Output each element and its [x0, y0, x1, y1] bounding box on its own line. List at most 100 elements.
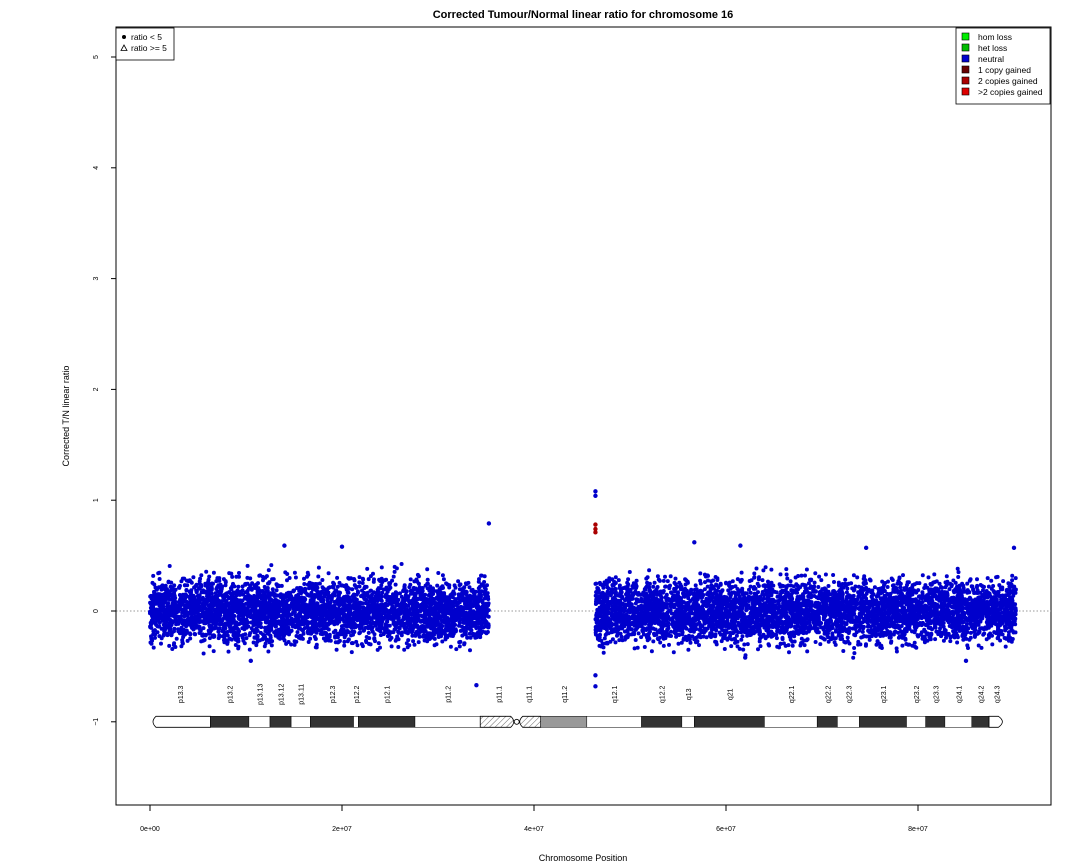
data-point — [255, 633, 260, 638]
data-point — [230, 574, 235, 579]
data-point — [456, 579, 461, 584]
data-point — [196, 601, 201, 606]
data-point — [222, 611, 227, 616]
data-point — [321, 619, 326, 624]
data-point — [371, 610, 376, 615]
data-point — [346, 576, 351, 580]
data-point — [170, 596, 175, 601]
data-point — [483, 589, 487, 594]
data-point — [232, 631, 237, 636]
data-point — [425, 567, 430, 572]
data-point — [432, 643, 437, 648]
data-point — [282, 622, 287, 627]
data-point — [291, 589, 296, 594]
data-point — [444, 619, 449, 624]
data-point — [250, 615, 254, 620]
data-point — [155, 587, 159, 591]
data-point — [358, 609, 362, 614]
data-point — [194, 582, 199, 587]
data-point — [463, 601, 468, 606]
data-point — [304, 611, 309, 616]
data-point — [183, 583, 187, 588]
data-point — [194, 590, 199, 595]
data-point — [152, 628, 157, 633]
data-point — [799, 573, 804, 578]
data-point — [202, 603, 207, 608]
data-point — [427, 631, 432, 636]
data-point — [649, 649, 654, 654]
data-point — [462, 585, 467, 590]
data-point — [437, 587, 442, 592]
data-point — [226, 601, 231, 606]
data-point — [476, 630, 481, 635]
data-point — [467, 631, 472, 636]
data-point — [391, 630, 396, 635]
data-point — [159, 641, 163, 646]
data-point — [350, 587, 355, 592]
data-point — [361, 594, 366, 599]
data-point — [410, 633, 415, 638]
data-point — [482, 574, 487, 579]
data-point — [345, 629, 350, 633]
data-point — [464, 590, 469, 594]
data-point — [275, 600, 279, 604]
data-point — [197, 593, 201, 598]
data-point — [367, 636, 372, 641]
data-point — [151, 573, 156, 578]
data-point — [197, 631, 202, 635]
data-point — [173, 604, 178, 608]
data-point — [163, 583, 168, 588]
data-point — [316, 574, 321, 579]
data-point — [278, 628, 283, 633]
data-point — [155, 624, 160, 629]
data-point — [291, 610, 296, 615]
data-point — [450, 614, 455, 619]
data-point — [376, 641, 381, 646]
data-point — [303, 590, 308, 595]
data-point — [416, 640, 421, 645]
data-point — [387, 601, 391, 606]
data-point — [445, 602, 450, 607]
data-point — [186, 579, 191, 584]
data-point — [334, 647, 339, 652]
data-point — [263, 608, 268, 612]
data-point — [287, 576, 292, 580]
data-point — [357, 575, 362, 580]
data-point — [302, 616, 307, 621]
data-point — [347, 597, 352, 602]
data-point — [249, 620, 254, 625]
data-point — [320, 585, 325, 590]
data-point — [244, 590, 249, 595]
data-point — [178, 583, 182, 588]
data-point — [287, 613, 292, 618]
data-point — [387, 583, 392, 588]
data-point — [195, 616, 199, 621]
data-point — [188, 610, 193, 614]
data-point — [315, 601, 320, 606]
data-point — [405, 596, 410, 601]
data-point — [150, 594, 155, 599]
data-point — [406, 603, 411, 608]
data-point — [217, 633, 222, 638]
data-point — [405, 631, 410, 636]
data-point — [465, 616, 470, 621]
data-point — [439, 630, 443, 635]
data-point — [243, 632, 248, 637]
data-point — [250, 628, 255, 633]
data-point — [409, 591, 413, 596]
data-point — [760, 578, 765, 583]
data-point — [486, 594, 490, 599]
data-point — [269, 643, 274, 648]
data-point — [233, 643, 238, 647]
data-point — [448, 630, 453, 635]
data-point — [252, 611, 257, 616]
data-point — [436, 612, 441, 616]
data-point — [310, 596, 315, 601]
data-point — [350, 622, 355, 627]
data-point — [321, 636, 326, 641]
data-point — [423, 603, 427, 607]
data-point — [170, 592, 175, 597]
data-point — [198, 614, 203, 619]
data-point — [933, 637, 938, 642]
data-point — [313, 636, 318, 641]
